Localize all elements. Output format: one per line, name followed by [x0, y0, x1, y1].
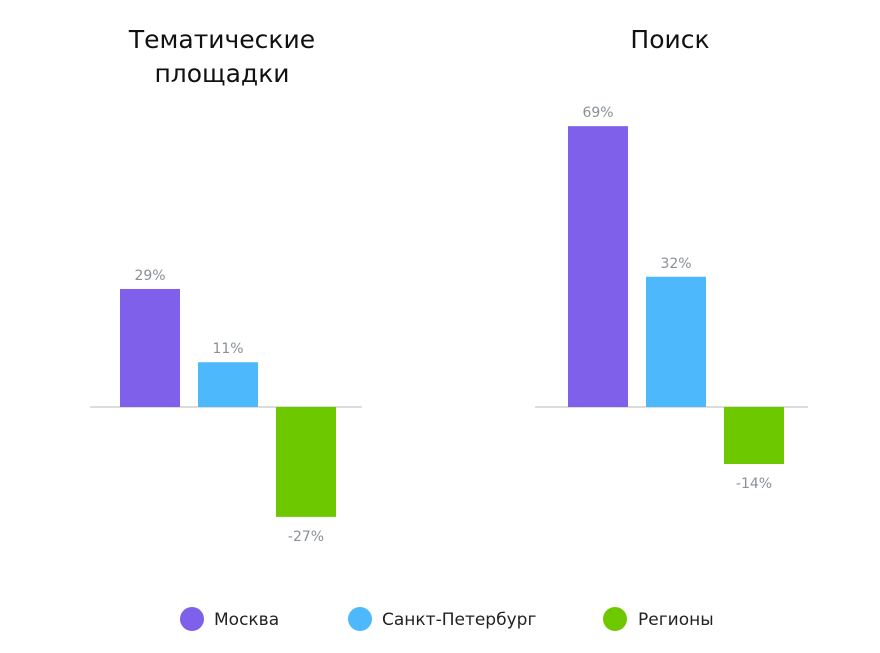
legend: Москва Санкт-Петербург Регионы — [180, 607, 714, 631]
bar-regions — [724, 407, 784, 464]
data-label: 69% — [582, 105, 613, 121]
bar-moscow — [120, 288, 180, 407]
panel-title-line-2: площадки — [154, 59, 289, 88]
data-label: -14% — [736, 476, 772, 492]
panel-thematic: Тематические площадки 29% 11% -27% — [90, 25, 362, 545]
bar-spb — [646, 276, 706, 407]
bar-group: 29% 11% -27% — [120, 268, 336, 545]
legend-marker — [603, 607, 627, 631]
legend-item-regions: Регионы — [603, 607, 714, 631]
bar-moscow — [568, 126, 628, 408]
legend-label: Регионы — [638, 610, 714, 630]
legend-label: Санкт-Петербург — [382, 610, 536, 630]
panel-title-line-1: Тематические — [128, 25, 315, 54]
bar-spb — [198, 362, 258, 407]
legend-marker — [348, 607, 372, 631]
legend-item-moscow: Москва — [180, 607, 279, 631]
legend-marker — [180, 607, 204, 631]
legend-item-spb: Санкт-Петербург — [348, 607, 536, 631]
data-label: 29% — [134, 268, 165, 284]
bar-group: 69% 32% -14% — [568, 105, 784, 492]
legend-label: Москва — [214, 610, 279, 630]
panel-search: Поиск 69% 32% -14% — [535, 25, 808, 492]
data-label: 11% — [212, 341, 243, 357]
data-label: 32% — [660, 256, 691, 272]
panel-title-line-1: Поиск — [630, 25, 709, 54]
data-label: -27% — [288, 529, 324, 545]
bar-regions — [276, 407, 336, 517]
